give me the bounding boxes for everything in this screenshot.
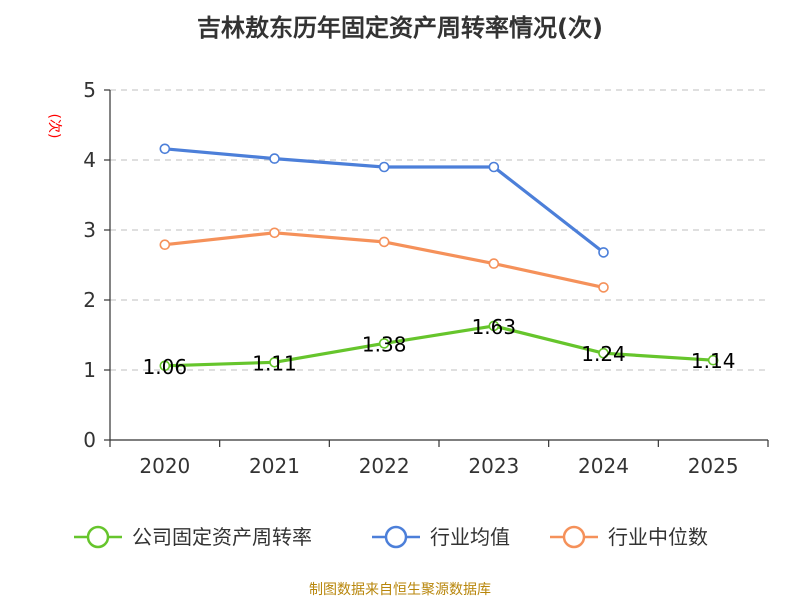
data-point xyxy=(378,236,390,248)
data-point xyxy=(598,282,609,293)
data-label: 1.14 xyxy=(691,349,736,373)
x-tick-label: 2021 xyxy=(249,454,300,478)
data-point xyxy=(707,354,719,366)
y-tick-label: 3 xyxy=(83,218,96,242)
x-tick-label: 2025 xyxy=(688,454,739,478)
grid-lines xyxy=(110,89,768,371)
data-point xyxy=(598,347,609,359)
data-point xyxy=(598,247,609,258)
legend-marker xyxy=(384,525,408,549)
x-tick-label: 2024 xyxy=(578,454,629,478)
data-label: 1.06 xyxy=(143,355,188,379)
x-tick-label: 2020 xyxy=(139,454,190,478)
data-label: 1.38 xyxy=(362,332,407,356)
y-tick-label: 1 xyxy=(83,358,96,382)
data-label: 1.11 xyxy=(252,351,297,375)
legend-marker xyxy=(562,525,586,549)
data-label: 1.24 xyxy=(581,342,626,366)
data-point xyxy=(488,258,500,269)
series-group xyxy=(159,143,719,372)
data-point xyxy=(159,239,171,250)
data-point xyxy=(159,360,171,372)
data-point xyxy=(159,143,171,155)
data-point xyxy=(269,153,280,164)
y-tick-label: 2 xyxy=(83,288,96,312)
legend-marker xyxy=(86,525,110,549)
y-tick-label: 4 xyxy=(83,148,96,172)
legend-label: 行业中位数 xyxy=(608,525,708,549)
y-tick-label: 0 xyxy=(83,428,96,452)
x-tick-label: 2023 xyxy=(468,454,519,478)
axes: 0 1 2 3 4 5 2020 2021 2022 2023 2024 2025 xyxy=(83,78,769,478)
series-line xyxy=(163,324,715,368)
data-point xyxy=(269,356,280,368)
data-label: 1.63 xyxy=(472,315,517,339)
y-axis-label: (次) xyxy=(46,114,62,139)
data-point xyxy=(378,161,390,173)
legend-label: 行业均值 xyxy=(430,525,510,549)
data-point xyxy=(488,320,500,332)
data-labels: 1.06 1.11 1.38 1.63 1.24 1.14 xyxy=(143,315,736,379)
legend: 公司固定资产周转率 行业均值 行业中位数 xyxy=(74,525,708,549)
chart-title: 吉林敖东历年固定资产周转率情况(次) xyxy=(197,14,603,42)
source-note: 制图数据来自恒生聚源数据库 xyxy=(309,582,491,598)
legend-label: 公司固定资产周转率 xyxy=(132,525,312,549)
data-point xyxy=(488,161,500,173)
data-point xyxy=(378,338,390,349)
data-point xyxy=(269,227,280,239)
x-tick-label: 2022 xyxy=(359,454,410,478)
y-tick-label: 5 xyxy=(83,78,96,102)
